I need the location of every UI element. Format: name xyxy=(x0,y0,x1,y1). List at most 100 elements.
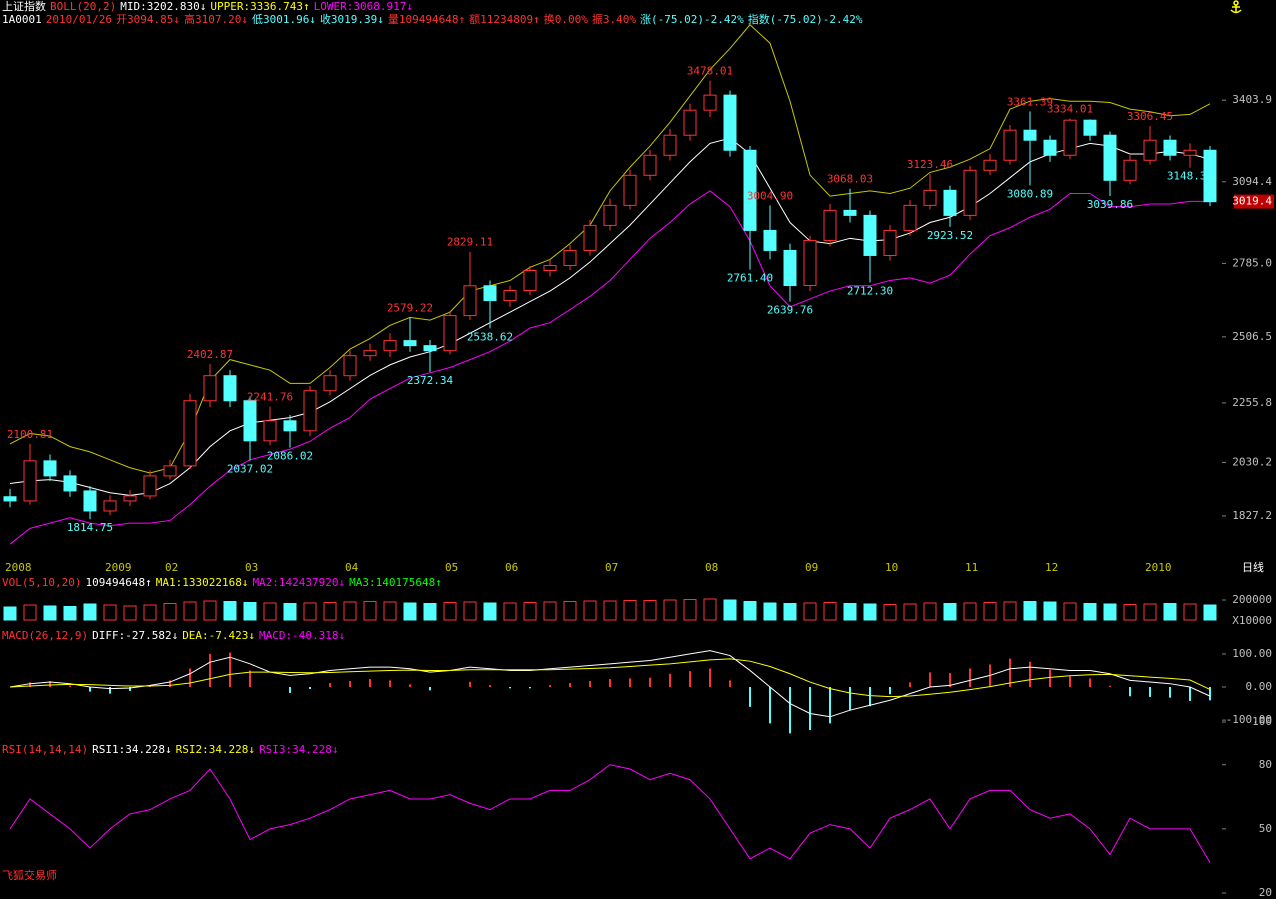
panel-header: 1A0001 2010/01/26 开3094.85↓ 高3107.20↓ 低3001.… xyxy=(2,12,863,26)
candle-body xyxy=(103,500,117,512)
header-item: MACD:-40.318↓ xyxy=(259,629,345,642)
volume-bar xyxy=(1103,603,1117,621)
panel-header: MACD(26,12,9) DIFF:-27.582↓ DEA:-7.423↓ MAC… xyxy=(2,629,345,642)
x-tick-label: 2009 xyxy=(105,561,132,574)
volume-bar xyxy=(883,604,897,621)
y-tick-label: 1827.2 xyxy=(1232,509,1272,522)
boll-line xyxy=(9,190,1210,545)
volume-bar xyxy=(83,603,97,621)
volume-bar xyxy=(823,602,837,621)
volume-bar xyxy=(543,601,557,621)
volume-bar xyxy=(23,604,37,621)
y-tick-label: 20 xyxy=(1259,886,1272,899)
last-price-label: 3019.4 xyxy=(1232,195,1272,208)
header-item: DEA:-7.423↓ xyxy=(182,629,255,642)
candle-body xyxy=(283,420,297,432)
header-item: MA3:140175648↑ xyxy=(349,576,442,589)
volume-bar xyxy=(123,605,137,621)
extreme-label: 2712.30 xyxy=(847,285,893,298)
volume-bar xyxy=(383,601,397,621)
header-item: RSI(14,14,14) xyxy=(2,743,88,756)
header-item: 2010/01/26 xyxy=(46,13,112,26)
volume-bar xyxy=(863,603,877,621)
candle-body xyxy=(23,460,37,502)
candle-body xyxy=(1143,139,1157,161)
volume-bar xyxy=(263,602,277,621)
header-item: RSI2:34.228↓ xyxy=(176,743,255,756)
footer: 飞狐交易师 xyxy=(2,868,57,882)
header-item: VOL(5,10,20) xyxy=(2,576,81,589)
extreme-label: 2241.76 xyxy=(247,391,293,404)
extreme-label: 3039.86 xyxy=(1087,198,1133,211)
candle-body xyxy=(963,169,977,216)
candle-body xyxy=(843,209,857,216)
header-item: 额11234809↑ xyxy=(469,13,540,26)
volume-bar xyxy=(703,598,717,621)
candle-body xyxy=(303,390,317,432)
candle-body xyxy=(243,400,257,442)
unit-label: X10000 xyxy=(1232,614,1272,627)
candle-body xyxy=(703,94,717,111)
volume-bar xyxy=(103,604,117,621)
volume-bar xyxy=(483,602,497,621)
x-tick-label: 03 xyxy=(245,561,258,574)
candle-body xyxy=(503,290,517,302)
header-item: 指数(-75.02)-2.42% xyxy=(748,12,863,26)
candle-body xyxy=(1123,159,1137,181)
diff-line xyxy=(9,650,1211,718)
candle-body xyxy=(1203,149,1217,203)
volume-bar xyxy=(903,603,917,621)
candle-body xyxy=(523,269,537,292)
panel-header: RSI(14,14,14) RSI1:34.228↓ RSI2:34.228↓ RSI… xyxy=(2,743,339,756)
header-item: MA1:133022168↓ xyxy=(156,576,249,589)
rsi-line xyxy=(9,764,1211,863)
y-tick-label: -100.00 xyxy=(1226,713,1272,726)
y-tick-label: 80 xyxy=(1259,758,1272,771)
candle-body xyxy=(183,400,197,467)
y-tick-label: 2030.2 xyxy=(1232,455,1272,468)
volume-bar xyxy=(223,601,237,621)
candle-body xyxy=(863,214,877,256)
candle-body xyxy=(83,490,97,512)
header-item: 1A0001 xyxy=(2,13,42,26)
candle-body xyxy=(3,496,17,502)
volume-bar xyxy=(1163,603,1177,621)
volume-bar xyxy=(403,602,417,621)
candle-body xyxy=(403,340,417,347)
volume-bar xyxy=(643,600,657,621)
candle-body xyxy=(363,350,377,357)
extreme-label: 2923.52 xyxy=(927,229,973,242)
candle-body xyxy=(1003,129,1017,161)
volume-bar xyxy=(603,600,617,621)
x-tick-label: 09 xyxy=(805,561,818,574)
extreme-label: 3361.39 xyxy=(1007,95,1053,108)
y-tick-label: 0.00 xyxy=(1246,680,1273,693)
candle-body xyxy=(43,460,57,477)
extreme-label: 2829.11 xyxy=(447,236,493,249)
last-price-badge xyxy=(1234,194,1274,209)
candle-body xyxy=(823,209,837,241)
header-item: LOWER:3068.917↓ xyxy=(314,0,413,13)
x-tick-label: 10 xyxy=(885,561,898,574)
volume-bar xyxy=(1023,601,1037,621)
extreme-label: 2086.02 xyxy=(267,450,313,463)
volume-bar xyxy=(1083,603,1097,621)
y-tick-label: 200000 xyxy=(1232,593,1272,606)
candle-body xyxy=(1023,129,1037,141)
header-item: BOLL(20,2) xyxy=(50,0,116,13)
volume-bar xyxy=(503,602,517,621)
candle-body xyxy=(323,375,337,392)
extreme-label: 3068.03 xyxy=(827,173,873,186)
volume-bar xyxy=(363,601,377,621)
candle-body xyxy=(743,149,757,231)
header-item: 高3107.20↓ xyxy=(184,12,248,26)
extreme-label: 3306.45 xyxy=(1127,110,1173,123)
header-item: 收3019.39↓ xyxy=(320,12,384,26)
header-item: DIFF:-27.582↓ xyxy=(92,629,178,642)
volume-bar xyxy=(983,602,997,621)
extreme-label: 3478.01 xyxy=(687,65,733,78)
header-item: 换0.00% xyxy=(544,12,588,26)
header-item: 上证指数 xyxy=(2,0,46,13)
volume-bar xyxy=(3,606,17,621)
